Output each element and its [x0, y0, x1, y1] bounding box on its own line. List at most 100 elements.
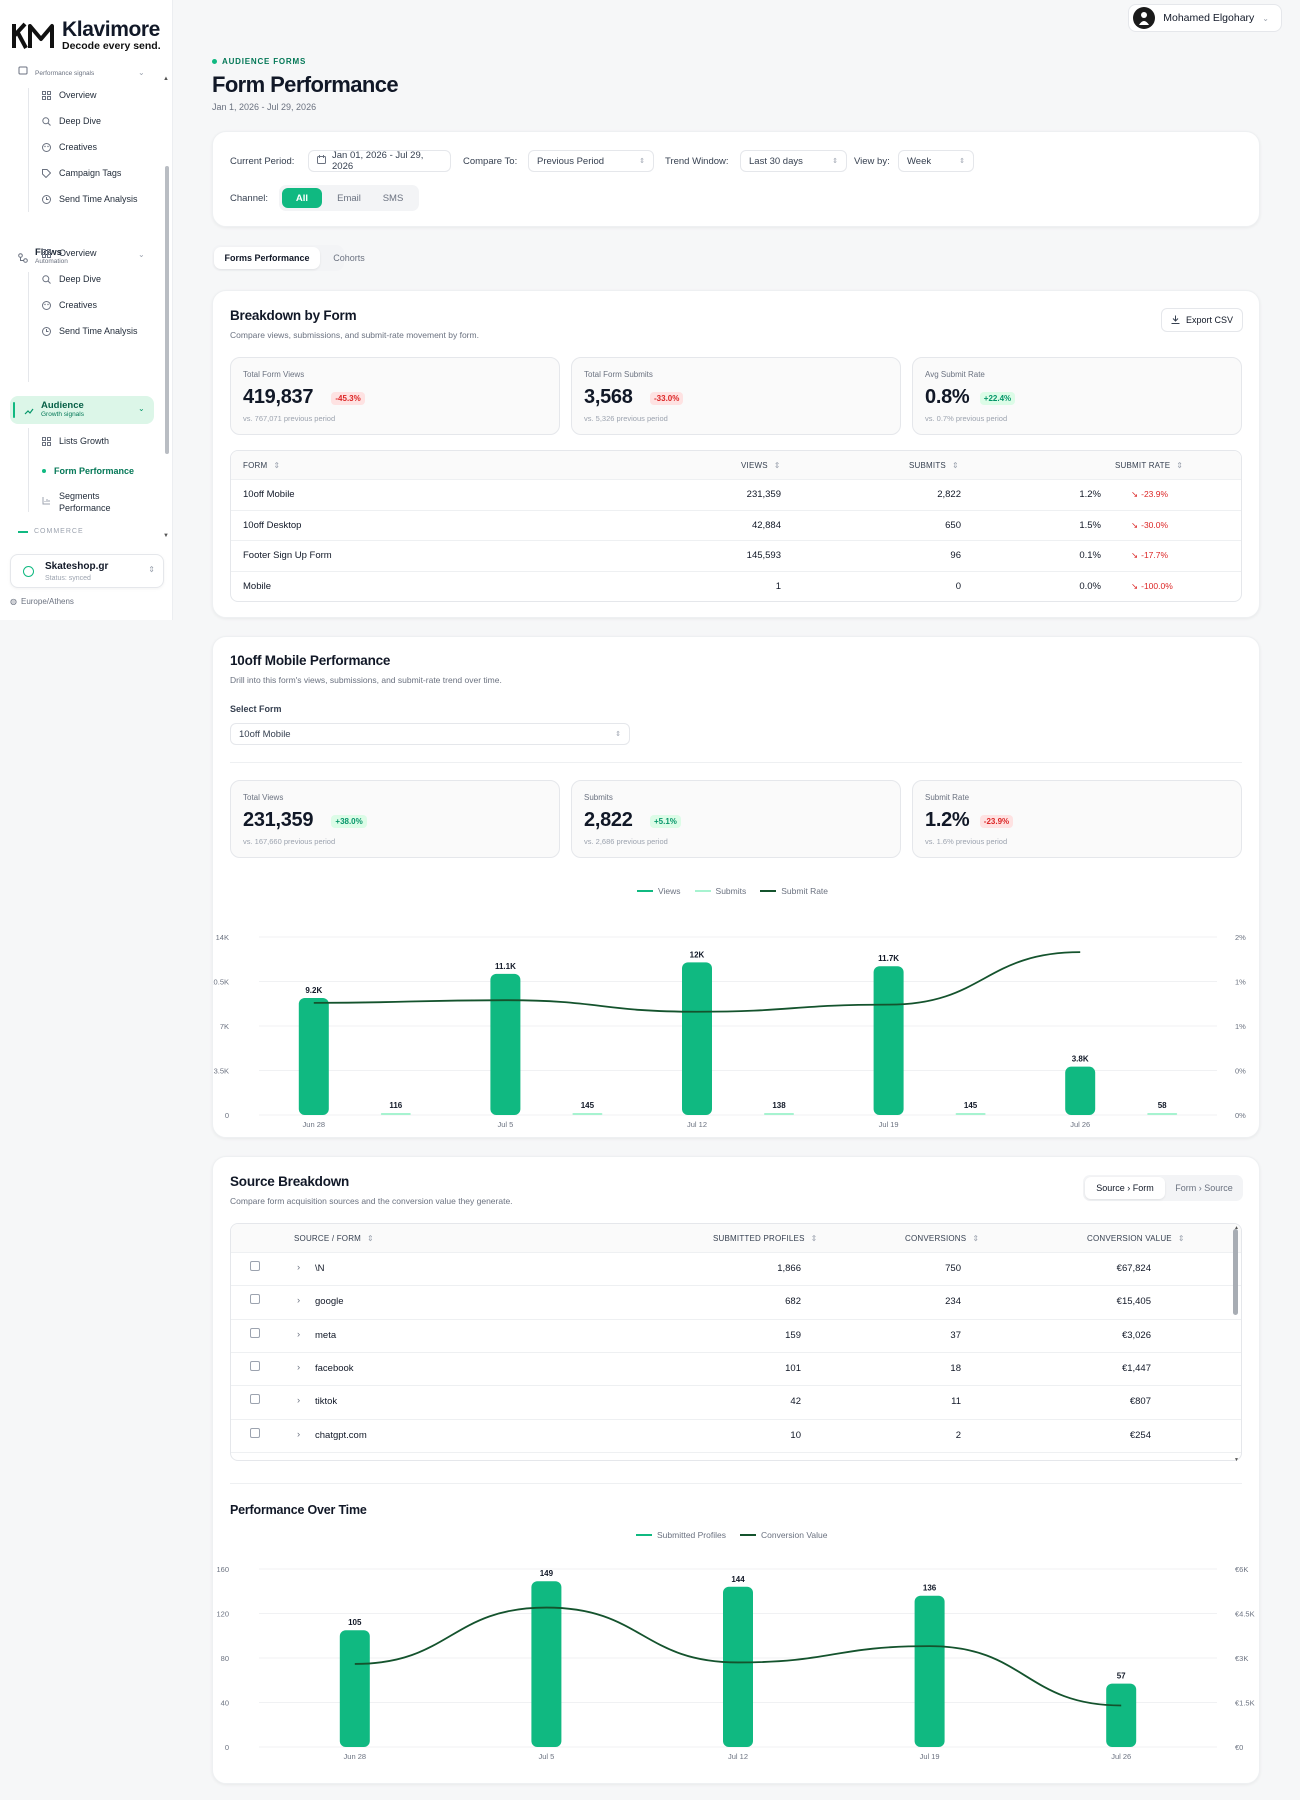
sidebar-item-deep-dive[interactable]: Deep Dive — [42, 274, 101, 284]
cell-profiles: 101 — [785, 1362, 801, 1374]
cell-submits: 96 — [950, 550, 961, 561]
tab-forms-performance[interactable]: Forms Performance — [214, 247, 320, 269]
sidebar-item-overview[interactable]: Overview — [42, 90, 97, 100]
select-form-dropdown[interactable]: 10off Mobile ⇕ — [230, 723, 630, 745]
column-header-submits[interactable]: SUBMITS ⇕ — [909, 461, 959, 470]
column-header-views[interactable]: VIEWS ⇕ — [741, 461, 781, 470]
row-checkbox[interactable] — [250, 1327, 260, 1338]
scroll-down-icon[interactable]: ▼ — [163, 533, 169, 539]
table-row[interactable]: ›klv104€309 — [231, 1452, 1241, 1460]
sidebar-group-audience-active[interactable] — [10, 396, 154, 424]
chevron-down-icon[interactable]: ⌄ — [138, 250, 145, 259]
sidebar-item-lists-growth[interactable]: Lists Growth — [42, 436, 109, 446]
table-row[interactable]: Mobile 1 0 0.0% ↘ -100.0% — [231, 571, 1241, 601]
sidebar-group-campaigns[interactable]: Performance signals — [18, 66, 94, 78]
expand-chevron-icon[interactable]: › — [297, 1295, 301, 1307]
legend-item-submits[interactable]: Submits — [694, 886, 746, 896]
delta-value: -23.9% — [1141, 489, 1169, 499]
store-switcher[interactable]: Skateshop.gr Status: synced ⇕ — [10, 554, 164, 588]
expand-chevron-icon[interactable]: › — [297, 1262, 301, 1273]
column-header-submit-rate[interactable]: SUBMIT RATE ⇕ — [1115, 461, 1183, 470]
delta-value: -100.0% — [1141, 580, 1173, 591]
sidebar-item-form-performance[interactable]: Form Performance — [42, 466, 134, 476]
sidebar-item-segments-performance[interactable]: Segments Performance — [42, 490, 119, 514]
cell-profiles: 159 — [785, 1329, 801, 1341]
legend-item-conversion-value[interactable]: Conversion Value — [739, 1530, 827, 1540]
kpi-label: Submits — [584, 793, 613, 802]
column-header-conversions[interactable]: CONVERSIONS ⇕ — [905, 1234, 979, 1243]
cell-rate-delta: ↘ -23.9% — [1131, 489, 1168, 500]
user-menu[interactable]: Mohamed Elgohary ⌄ — [1128, 4, 1282, 32]
expand-chevron-icon[interactable]: › — [297, 1361, 301, 1373]
page-title: Form Performance — [212, 72, 399, 97]
row-checkbox[interactable] — [250, 1394, 260, 1405]
sidebar-item-send-time-analysis[interactable]: Send Time Analysis — [42, 326, 138, 336]
column-header-conversion-value[interactable]: CONVERSION VALUE ⇕ — [1087, 1234, 1185, 1243]
scroll-up-icon[interactable]: ▲ — [163, 76, 169, 82]
row-checkbox[interactable] — [250, 1427, 260, 1438]
sidebar-item-deep-dive[interactable]: Deep Dive — [42, 116, 101, 126]
table-row[interactable]: Footer Sign Up Form 145,593 96 0.1% ↘ -17.7% — [231, 540, 1241, 570]
compare-select[interactable]: Previous Period ⇕ — [528, 150, 654, 172]
cell-source: google — [315, 1296, 344, 1308]
export-csv-button[interactable]: Export CSV — [1160, 308, 1243, 332]
compare-value: Previous Period — [537, 155, 605, 167]
sidebar-item-overview[interactable]: Overview — [42, 248, 97, 258]
table-row[interactable]: › meta 159 37 €3,026 — [231, 1319, 1241, 1352]
bar-views — [873, 966, 904, 1115]
channel-option-email[interactable]: Email — [337, 192, 361, 204]
y-tick-left: 3.5K — [214, 1067, 229, 1076]
trend-window-select[interactable]: Last 30 days ⇕ — [740, 150, 847, 172]
kpi-delta-badge: +5.1% — [650, 815, 681, 828]
legend-item-views[interactable]: Views — [637, 886, 681, 896]
row-checkbox[interactable] — [250, 1294, 260, 1305]
data-label: 58 — [1158, 1101, 1167, 1110]
viewby-value: Week — [907, 155, 932, 167]
table-row[interactable]: › chatgpt.com 10 2 €254 — [231, 1419, 1241, 1452]
expand-chevron-icon[interactable]: › — [297, 1328, 301, 1340]
table-row[interactable]: › \N 1,866 750 €67,824 — [231, 1252, 1241, 1285]
filters-card: Current Period: Jan 01, 2026 - Jul 29, 2… — [212, 131, 1260, 227]
table-row[interactable]: › tiktok 42 11 €807 — [231, 1385, 1241, 1418]
scroll-down-icon[interactable]: ▼ — [1234, 1457, 1239, 1463]
table-row[interactable]: › facebook 101 18 €1,447 — [231, 1352, 1241, 1385]
sidebar-item-send-time-analysis[interactable]: Send Time Analysis — [42, 194, 138, 204]
sidebar-item-creatives[interactable]: Creatives — [42, 142, 97, 152]
dot-icon — [212, 59, 217, 64]
cell-profiles: 1,866 — [777, 1263, 801, 1274]
toggle-source-form[interactable]: Source › Form — [1085, 1177, 1165, 1199]
tab-cohorts[interactable]: Cohorts — [333, 253, 365, 263]
chevron-down-icon[interactable]: ⌄ — [138, 404, 145, 413]
status-dot-icon — [23, 566, 34, 577]
scroll-up-icon[interactable]: ▲ — [1234, 1225, 1239, 1231]
column-header-form[interactable]: FORM ⇕ — [243, 461, 280, 470]
column-header-source-form[interactable]: SOURCE / FORM ⇕ — [294, 1234, 374, 1243]
sidebar-scrollbar[interactable] — [165, 166, 169, 454]
table-row[interactable]: 10off Desktop 42,884 650 1.5% ↘ -30.0% — [231, 510, 1241, 540]
expand-chevron-icon[interactable]: › — [297, 1395, 301, 1407]
viewby-select[interactable]: Week ⇕ — [898, 150, 974, 172]
cell-conversions: 18 — [950, 1362, 961, 1374]
chevron-down-icon[interactable]: ⌄ — [138, 68, 145, 77]
table-scrollbar[interactable] — [1233, 1229, 1238, 1315]
expand-chevron-icon[interactable]: › — [297, 1428, 301, 1440]
current-period-picker[interactable]: Jan 01, 2026 - Jul 29, 2026 — [308, 150, 451, 172]
channel-option-all[interactable]: All — [282, 188, 322, 208]
row-checkbox[interactable] — [250, 1360, 260, 1371]
column-header-submitted-profiles[interactable]: SUBMITTED PROFILES ⇕ — [713, 1234, 818, 1243]
brand-logo[interactable]: Klavimore Decode every send. — [12, 19, 161, 52]
cell-conversion-value: €254 — [1129, 1429, 1151, 1441]
breakdown-table: FORM ⇕ VIEWS ⇕ SUBMITS ⇕ SUBMIT RATE ⇕ 10off Mob… — [230, 450, 1242, 602]
table-row[interactable]: 10off Mobile 231,359 2,822 1.2% ↘ -23.9% — [231, 479, 1241, 509]
table-row[interactable]: › google 682 234 €15,405 — [231, 1285, 1241, 1318]
sidebar-group-audience[interactable]: Audience Growth signals — [24, 401, 84, 419]
toggle-form-source[interactable]: Form › Source — [1175, 1183, 1233, 1193]
sidebar-item-campaign-tags[interactable]: Campaign Tags — [42, 168, 121, 178]
line-submit-rate — [313, 951, 1081, 1013]
channel-option-sms[interactable]: SMS — [382, 192, 404, 204]
legend-item-submitted-profiles[interactable]: Submitted Profiles — [636, 1530, 726, 1540]
legend-item-submit-rate[interactable]: Submit Rate — [760, 886, 828, 896]
row-checkbox[interactable] — [250, 1261, 260, 1271]
y-tick-left: 0 — [225, 1743, 229, 1752]
sidebar-item-creatives[interactable]: Creatives — [42, 300, 97, 310]
